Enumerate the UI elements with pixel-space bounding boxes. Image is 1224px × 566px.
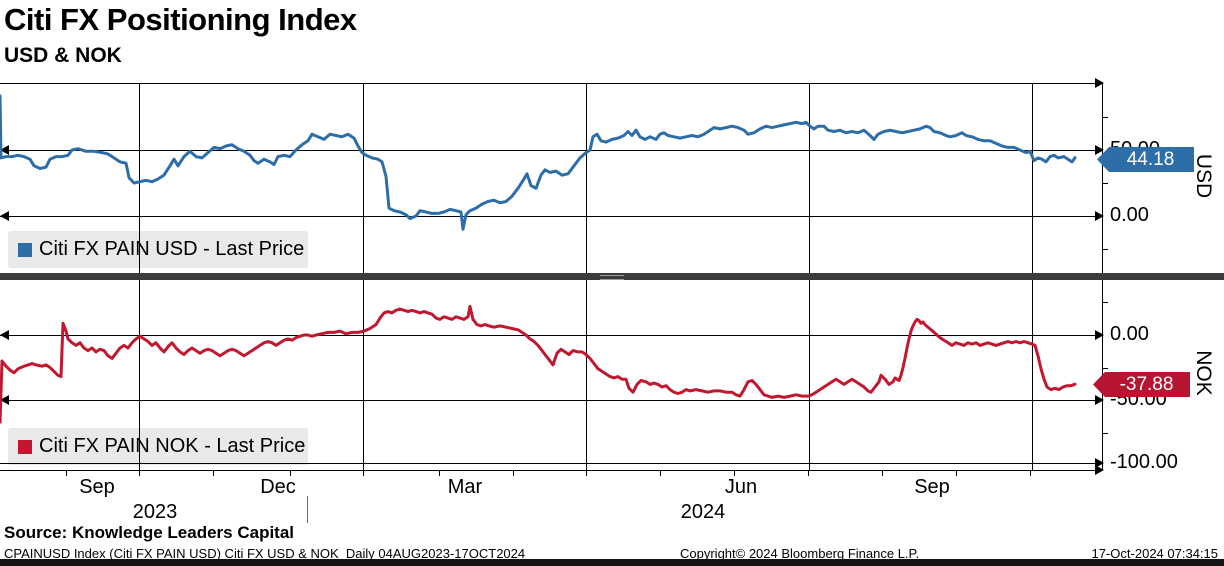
x-axis-tick: [290, 471, 291, 476]
plot-top-border: [0, 83, 1102, 84]
vertical-gridline: [363, 280, 364, 470]
y-tick-label: -100.00: [1110, 451, 1178, 473]
x-year-label: 2023: [132, 501, 178, 523]
x-year-label: 2024: [680, 501, 726, 523]
axis-arrow-icon: [1095, 330, 1104, 340]
nok-legend-swatch-icon: [18, 439, 32, 454]
horizontal-gridline: [0, 400, 1102, 401]
axis-arrow-icon: [1095, 78, 1104, 88]
source-caption: Source: Knowledge Leaders Capital: [4, 523, 295, 542]
x-month-label: Sep: [914, 476, 950, 498]
x-month-label: Dec: [260, 476, 296, 498]
legend-usd[interactable]: Citi FX PAIN USD - Last Price: [8, 231, 308, 268]
page-subtitle: USD & NOK: [4, 44, 122, 67]
axis-arrow-icon: [1095, 465, 1104, 475]
axis-arrow-icon: [0, 145, 9, 155]
x-axis-tick: [439, 471, 440, 476]
usd-axis-title: USD: [1192, 153, 1215, 199]
vertical-gridline: [586, 83, 587, 273]
minor-tick: [1102, 302, 1108, 303]
usd-last-price-badge: 44.18: [1097, 147, 1194, 172]
axis-arrow-icon: [0, 395, 9, 405]
minor-tick: [1102, 249, 1108, 250]
right-axis-line: [1102, 83, 1103, 273]
vertical-gridline: [139, 83, 140, 273]
x-axis-tick: [213, 471, 214, 476]
x-axis-tick: [660, 471, 661, 476]
page-title: Citi FX Positioning Index: [4, 2, 357, 37]
axis-arrow-icon: [1095, 211, 1104, 221]
vertical-gridline: [1032, 280, 1033, 470]
axis-arrow-icon: [0, 211, 9, 221]
axis-arrow-icon: [1095, 458, 1104, 468]
footer-ticker-text: CPAINUSD Index (Citi FX PAIN USD) Citi F…: [4, 546, 526, 561]
horizontal-gridline: [0, 216, 1102, 217]
year-separator-line: [307, 496, 308, 523]
minor-tick: [1102, 368, 1108, 369]
y-tick-label: 0.00: [1110, 204, 1149, 226]
axis-arrow-icon: [0, 330, 9, 340]
x-axis-tick: [363, 471, 364, 476]
x-axis-tick: [66, 471, 67, 476]
nok-axis-title: NOK: [1192, 350, 1215, 396]
x-month-label: Mar: [447, 476, 483, 498]
legend-nok[interactable]: Citi FX PAIN NOK - Last Price: [8, 428, 308, 465]
x-axis-tick: [139, 471, 140, 476]
vertical-gridline: [139, 280, 140, 470]
nok-last-price-badge: -37.88: [1093, 372, 1190, 397]
vertical-gridline: [586, 280, 587, 470]
splitter-handle-icon[interactable]: [600, 275, 624, 280]
x-axis-tick: [586, 471, 587, 476]
panel-splitter[interactable]: [0, 273, 1224, 280]
x-axis-tick: [808, 471, 809, 476]
x-axis-tick: [513, 471, 514, 476]
x-axis-tick: [1030, 471, 1031, 476]
minor-tick: [1102, 183, 1108, 184]
x-axis-tick: [734, 471, 735, 476]
horizontal-gridline: [0, 463, 1102, 464]
x-axis-tick: [956, 471, 957, 476]
footer-timestamp: 17-Oct-2024 07:34:15: [1091, 546, 1218, 561]
legend-usd-label: Citi FX PAIN USD - Last Price: [39, 238, 305, 260]
minor-tick: [1102, 433, 1108, 434]
vertical-gridline: [363, 83, 364, 273]
horizontal-gridline: [0, 150, 1102, 151]
axis-arrow-icon: [1095, 145, 1104, 155]
y-tick-label: 0.00: [1110, 323, 1149, 345]
x-axis-tick: [882, 471, 883, 476]
vertical-gridline: [1032, 83, 1033, 273]
legend-nok-label: Citi FX PAIN NOK - Last Price: [39, 435, 306, 457]
horizontal-gridline: [0, 335, 1102, 336]
footer-copyright: Copyright© 2024 Bloomberg Finance L.P.: [680, 546, 920, 561]
axis-arrow-icon: [1095, 395, 1104, 405]
vertical-gridline: [809, 280, 810, 470]
vertical-gridline: [809, 83, 810, 273]
usd-legend-swatch-icon: [18, 242, 32, 257]
x-axis-line: [0, 470, 1102, 471]
x-month-label: Jun: [724, 476, 758, 498]
bottom-window-edge: [0, 559, 1224, 566]
minor-tick: [1102, 117, 1108, 118]
x-month-label: Sep: [79, 476, 115, 498]
